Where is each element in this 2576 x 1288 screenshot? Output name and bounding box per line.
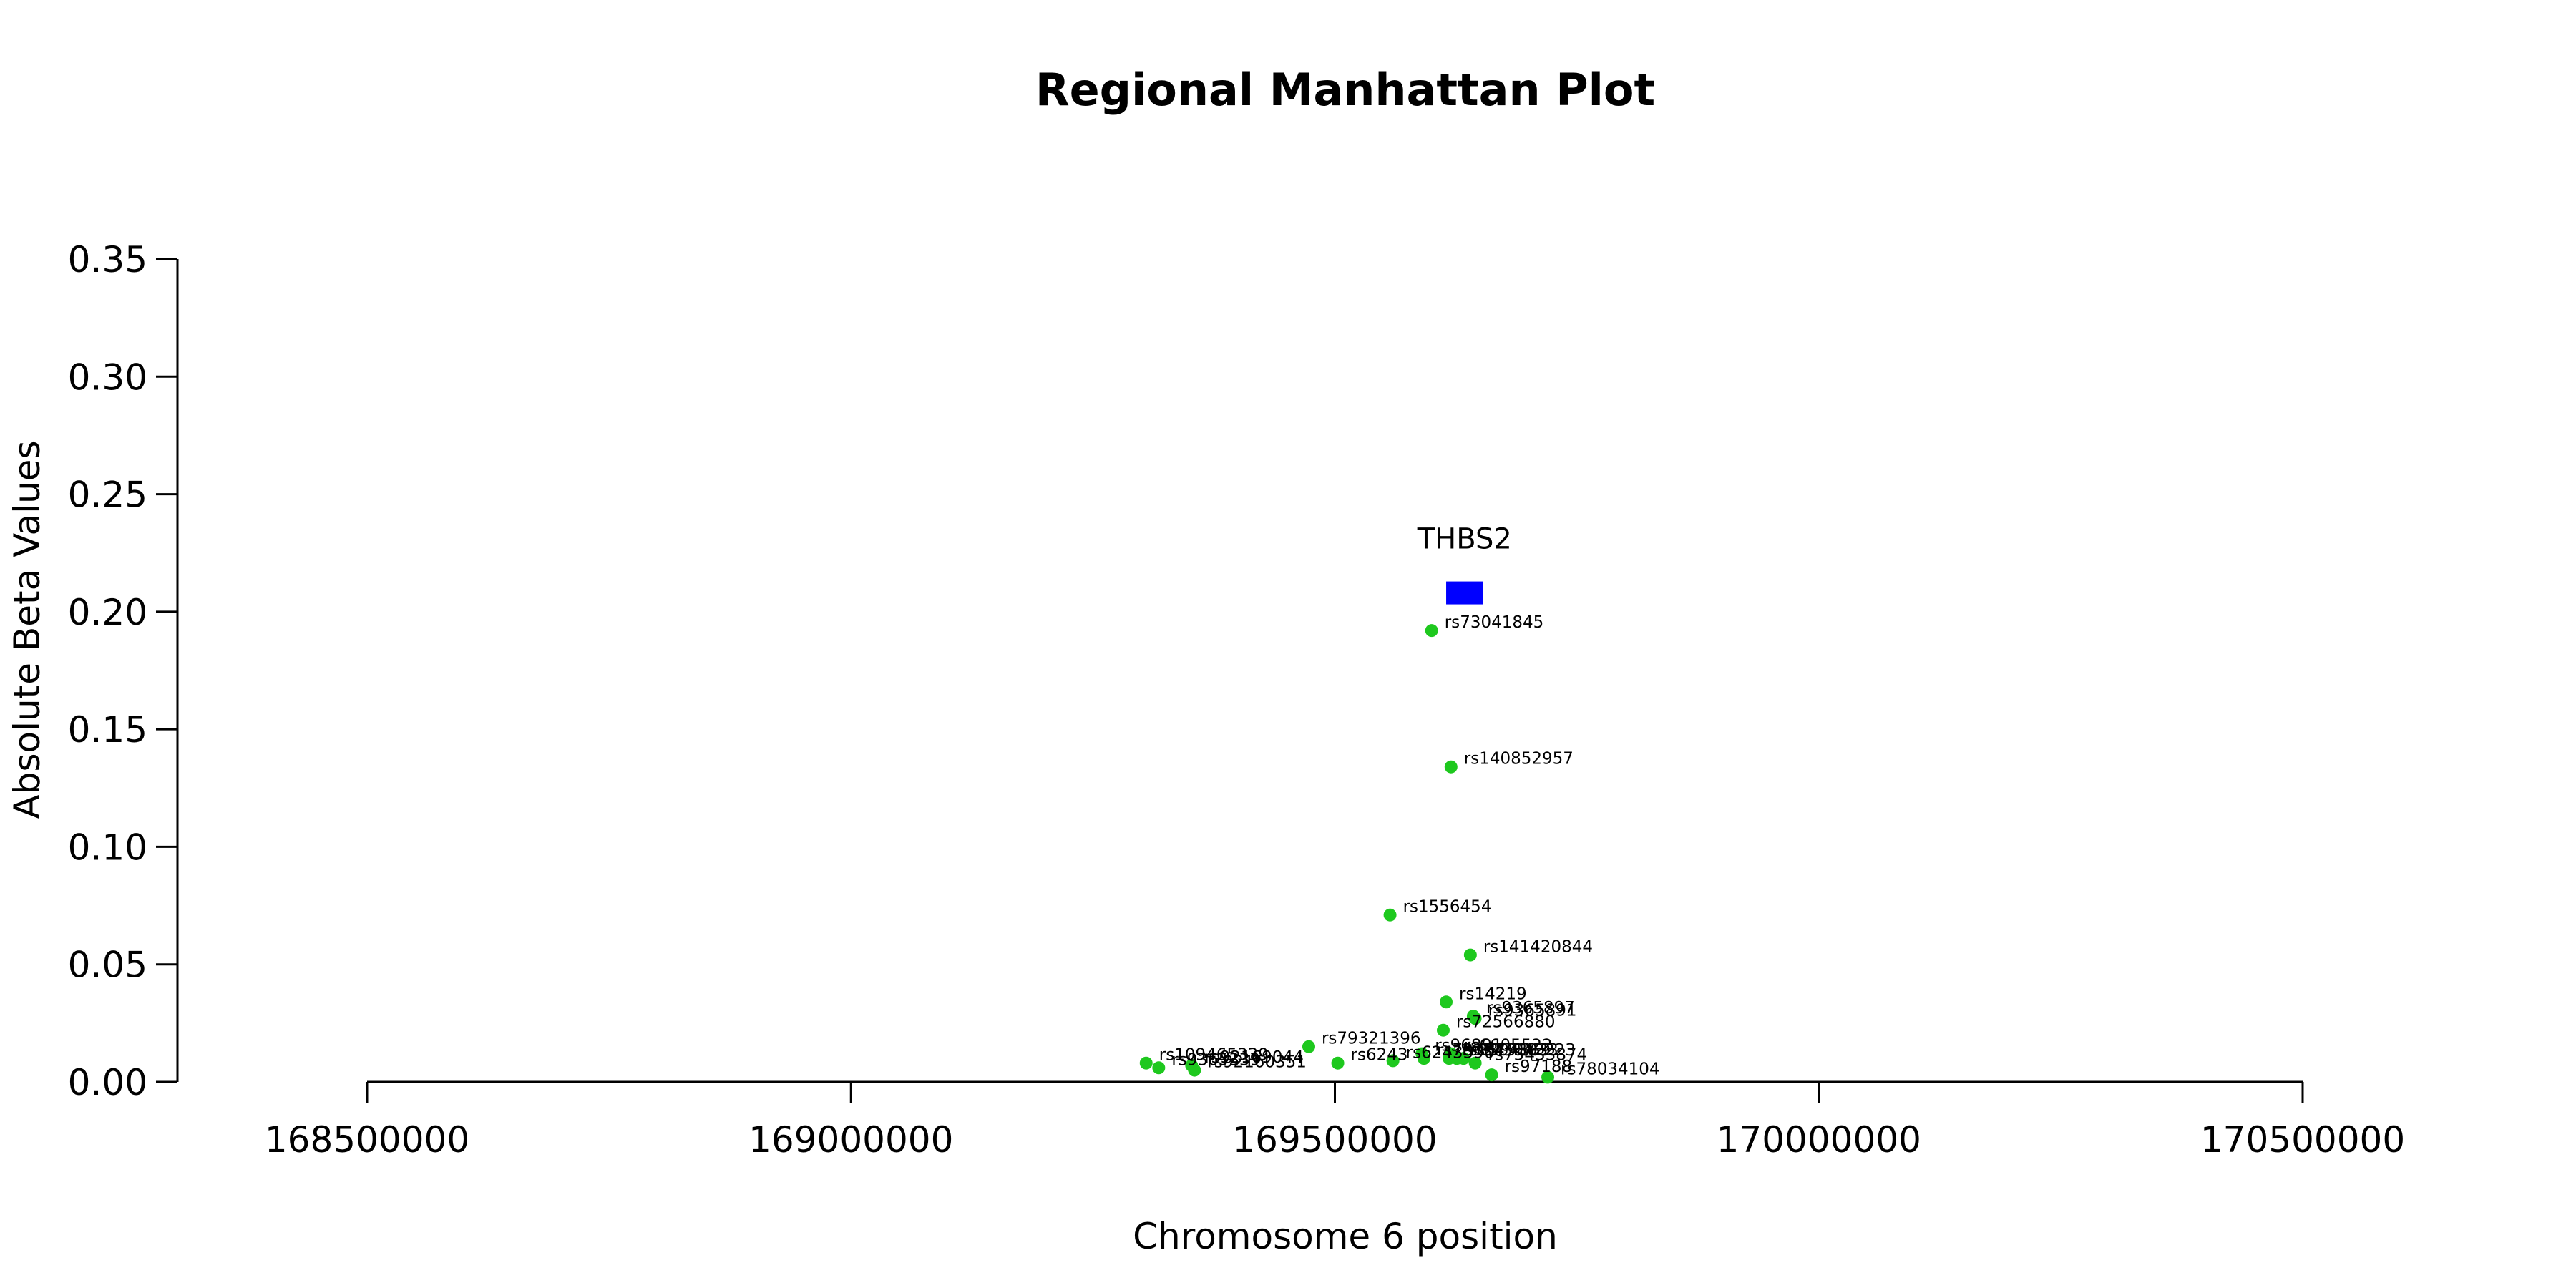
snp-label: rs78034104 — [1561, 1060, 1660, 1078]
snp-label: rs141420844 — [1483, 938, 1593, 957]
snp-point — [1417, 1052, 1430, 1065]
snp-label: rs73041845 — [1445, 613, 1544, 632]
x-tick-label: 170500000 — [2200, 1119, 2405, 1161]
y-tick-label: 0.15 — [68, 709, 147, 751]
snp-point — [1444, 760, 1458, 774]
gene-track: THBS2 — [1417, 523, 1512, 605]
snp-point — [1188, 1063, 1201, 1077]
snp-point — [1386, 1054, 1400, 1068]
y-tick-label: 0.35 — [68, 239, 147, 280]
y-tick-label: 0.25 — [68, 474, 147, 516]
y-tick-label: 0.30 — [68, 356, 147, 398]
snp-point — [1383, 908, 1397, 922]
snp-label: rs2304869 — [1462, 1041, 1551, 1060]
snp-label: rs14219 — [1459, 985, 1527, 1003]
y-axis: 0.00 0.05 0.10 0.15 0.20 0.25 0.30 0.35 — [68, 239, 179, 1103]
snp-point — [1463, 948, 1477, 962]
snp-label: rs97188 — [1505, 1058, 1573, 1076]
snp-label: rs75433874 — [1488, 1046, 1588, 1065]
snp-point — [1425, 624, 1438, 638]
data-points — [1139, 624, 1555, 1084]
y-tick-label: 0.10 — [68, 826, 147, 868]
x-axis-label: Chromosome 6 position — [1133, 1216, 1558, 1257]
x-ticks: 168500000 169000000 169500000 170000000 1705… — [265, 1082, 2405, 1161]
y-tick-label: 0.00 — [68, 1062, 147, 1103]
snp-label: rs73042223 — [1476, 1041, 1576, 1060]
snp-point — [1468, 1012, 1482, 1025]
snp-point — [1440, 995, 1453, 1009]
x-tick-label: 169000000 — [748, 1119, 953, 1161]
snp-point — [1139, 1056, 1153, 1070]
snp-label: rs9365339 — [1171, 1050, 1260, 1069]
snp-point — [1302, 1040, 1315, 1053]
chart-title: Regional Manhattan Plot — [1035, 64, 1655, 116]
snp-point — [1152, 1061, 1166, 1075]
snp-point — [1468, 1056, 1482, 1070]
snp-label: rs9365897 — [1486, 999, 1575, 1018]
snp-label: rs6605522 — [1464, 1037, 1553, 1055]
y-tick-label: 0.20 — [68, 592, 147, 633]
x-axis: 168500000 169000000 169500000 170000000 1705… — [265, 1080, 2405, 1161]
x-tick-label: 169500000 — [1232, 1119, 1437, 1161]
gene-block — [1446, 581, 1483, 605]
snp-label: rs140852957 — [1464, 750, 1574, 769]
y-ticks: 0.00 0.05 0.10 0.15 0.20 0.25 0.30 0.35 — [68, 239, 177, 1103]
y-axis-label: Absolute Beta Values — [6, 441, 48, 819]
x-tick-label: 170000000 — [1717, 1119, 1921, 1161]
snp-label: rs92160351 — [1207, 1053, 1307, 1072]
snp-point — [1485, 1068, 1498, 1082]
snp-label: rs78124 — [1437, 1041, 1505, 1060]
snp-point — [1331, 1056, 1345, 1070]
snp-label: rs96891 — [1435, 1037, 1503, 1055]
point-labels: rs73041845 rs140852957 rs1556454 rs14142084… — [1159, 613, 1660, 1078]
snp-label: rs109465339 — [1159, 1046, 1269, 1065]
snp-label: rs6243 — [1351, 1046, 1408, 1065]
snp-point — [1457, 1052, 1470, 1065]
x-tick-label: 168500000 — [265, 1119, 469, 1161]
snp-label: rs72566880 — [1456, 1013, 1556, 1032]
snp-label: rs9365891 — [1488, 1001, 1577, 1020]
snp-label: rs6243590 — [1406, 1043, 1495, 1062]
snp-label: rs1556454 — [1403, 898, 1492, 917]
snp-point — [1541, 1070, 1555, 1084]
snp-label: rs3798033 — [1470, 1041, 1558, 1060]
snp-point — [1436, 1023, 1450, 1037]
snp-label: rs79321396 — [1322, 1030, 1421, 1048]
snp-label: rs92169044 — [1204, 1048, 1304, 1067]
gene-label: THBS2 — [1417, 523, 1512, 556]
y-tick-label: 0.05 — [68, 945, 147, 986]
